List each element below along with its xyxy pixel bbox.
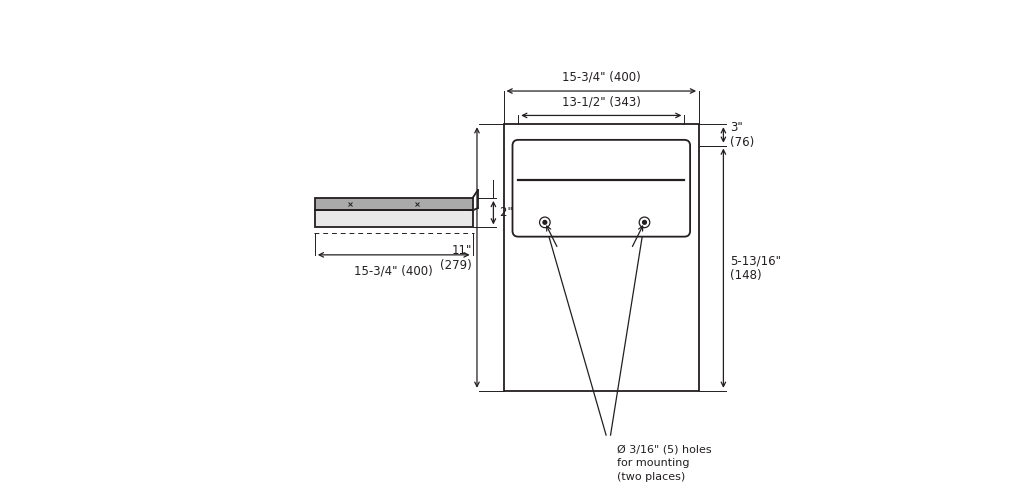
Bar [503, 124, 699, 391]
Circle shape [543, 220, 546, 224]
Text: 5-13/16"
(148): 5-13/16" (148) [730, 254, 781, 282]
FancyBboxPatch shape [512, 140, 690, 237]
Text: 15-3/4" (400): 15-3/4" (400) [562, 70, 641, 83]
Text: 13-1/2" (343): 13-1/2" (343) [562, 96, 641, 109]
Text: 15-3/4" (400): 15-3/4" (400) [355, 265, 434, 278]
Bar [315, 198, 473, 211]
Text: Ø 3/16" (5) holes
for mounting
(two places): Ø 3/16" (5) holes for mounting (two plac… [617, 444, 711, 482]
Circle shape [643, 220, 647, 224]
Text: 3"
(76): 3" (76) [730, 121, 754, 149]
FancyBboxPatch shape [512, 174, 690, 236]
Text: 2" (51): 2" (51) [500, 206, 541, 219]
Bar [315, 211, 473, 228]
Text: 11"
(279): 11" (279) [440, 243, 472, 271]
